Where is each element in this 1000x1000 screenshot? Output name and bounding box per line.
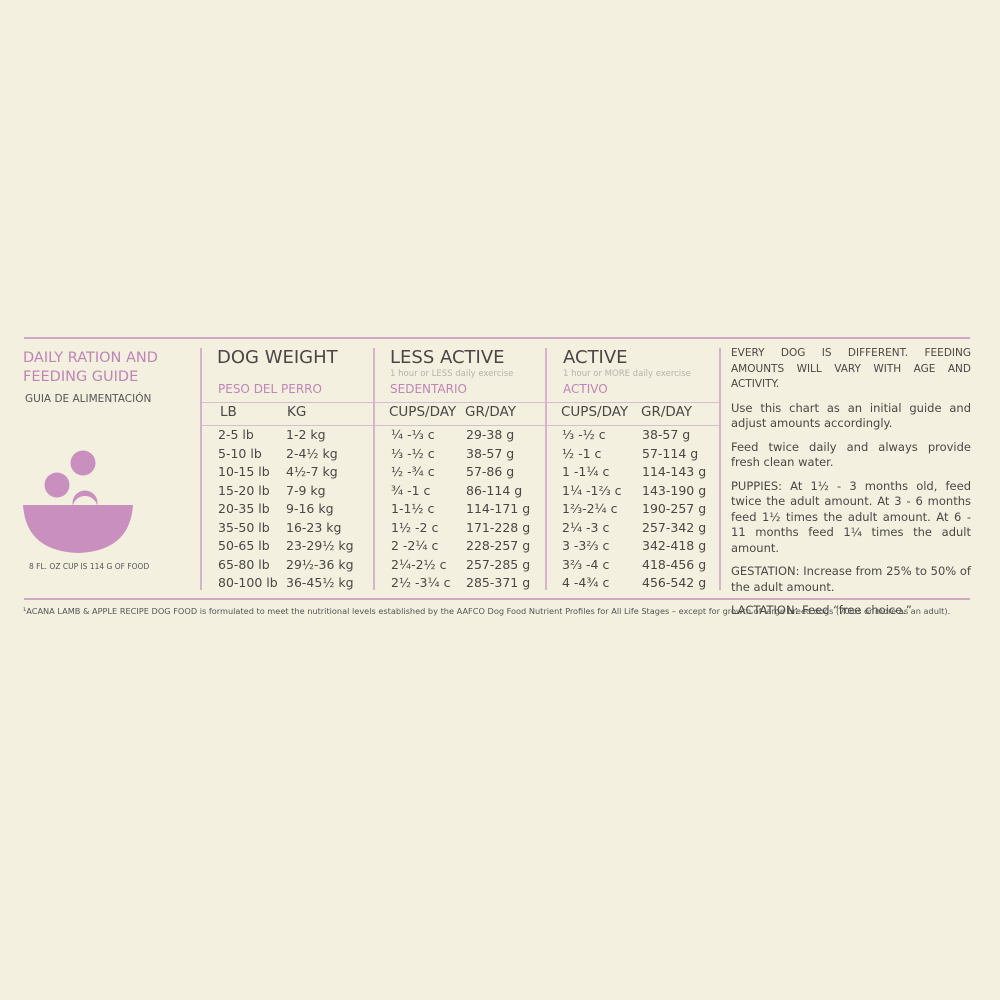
less-active-grams-cell: 29-38 g bbox=[466, 427, 515, 442]
lb-header: LB bbox=[220, 404, 237, 420]
active-grams-cell: 342-418 g bbox=[642, 538, 707, 553]
weight-lb-cell: 80-100 lb bbox=[218, 575, 278, 590]
less-active-grams-cell: 38-57 g bbox=[466, 445, 515, 461]
dog-weight-title: DOG WEIGHT bbox=[217, 347, 338, 368]
weight-kg-cell: 2-4½ kg bbox=[286, 445, 338, 461]
active-title: ACTIVE bbox=[563, 347, 628, 368]
table-row: 50-65 lb 23-29½ kg 2 -2¼ c 228-257 g 3 -… bbox=[0, 538, 1000, 557]
guide-title-line1: DAILY RATION AND bbox=[23, 350, 158, 366]
food-bowl-icon bbox=[23, 450, 133, 553]
cup-note: 8 FL. OZ CUP IS 114 G OF FOOD bbox=[29, 562, 150, 571]
less-active-title: LESS ACTIVE bbox=[390, 347, 505, 368]
header-rule-upper bbox=[202, 402, 719, 403]
notes-feed: Feed twice daily and always provide fres… bbox=[731, 439, 971, 470]
less-active-cups-cell: 2 -2¼ c bbox=[391, 538, 439, 553]
table-row: 20-35 lb 9-16 kg 1-1½ c 114-171 g 1⅔-2¼ … bbox=[0, 501, 1000, 520]
active-cups-cell: 1¼ -1⅔ c bbox=[562, 482, 622, 498]
active-cups-cell: 4 -4¾ c bbox=[562, 575, 610, 590]
less-active-grams-cell: 228-257 g bbox=[466, 538, 531, 553]
less-active-cups-cell: 1-1½ c bbox=[391, 501, 435, 516]
weight-lb-cell: 15-20 lb bbox=[218, 482, 270, 498]
less-active-cups-cell: 2½ -3¼ c bbox=[391, 575, 451, 590]
table-row: 15-20 lb 7-9 kg ¾ -1 c 86-114 g 1¼ -1⅔ c… bbox=[0, 483, 1000, 502]
weight-lb-cell: 35-50 lb bbox=[218, 519, 270, 535]
weight-kg-cell: 7-9 kg bbox=[286, 482, 326, 498]
less-active-cups-header: CUPS/DAY bbox=[389, 404, 457, 420]
less-active-cups-cell: ⅓ -½ c bbox=[391, 445, 435, 461]
notes-gestation: GESTATION: Increase from 25% to 50% of t… bbox=[731, 564, 971, 594]
weight-lb-cell: 5-10 lb bbox=[218, 445, 262, 461]
top-rule bbox=[24, 337, 970, 339]
active-cups-cell: ½ -1 c bbox=[562, 445, 602, 461]
less-active-grams-cell: 86-114 g bbox=[466, 482, 523, 498]
divider-weight bbox=[200, 348, 202, 590]
bottom-rule bbox=[24, 598, 970, 600]
feeding-notes: EVERY DOG IS DIFFERENT. FEEDING AMOUNTS … bbox=[731, 346, 971, 627]
weight-kg-cell: 9-16 kg bbox=[286, 501, 334, 516]
divider-active bbox=[545, 348, 547, 590]
weight-lb-cell: 2-5 lb bbox=[218, 427, 254, 442]
notes-lactation: LACTATION: Feed “free choice.” bbox=[731, 603, 912, 617]
weight-lb-cell: 20-35 lb bbox=[218, 501, 270, 516]
weight-lb-cell: 65-80 lb bbox=[218, 556, 270, 572]
weight-lb-cell: 10-15 lb bbox=[218, 464, 270, 479]
guide-title-line2: FEEDING GUIDE bbox=[23, 369, 139, 385]
less-active-cups-cell: 1½ -2 c bbox=[391, 519, 439, 535]
active-grams-cell: 38-57 g bbox=[642, 427, 691, 442]
less-active-grams-cell: 57-86 g bbox=[466, 464, 515, 479]
less-active-spanish: SEDENTARIO bbox=[390, 382, 467, 396]
active-cups-cell: 2¼ -3 c bbox=[562, 519, 610, 535]
active-cups-cell: 1⅔-2¼ c bbox=[562, 501, 618, 516]
weight-kg-cell: 16-23 kg bbox=[286, 519, 342, 535]
divider-notes bbox=[719, 348, 721, 590]
active-note: 1 hour or MORE daily exercise bbox=[563, 369, 691, 379]
less-active-cups-cell: ¼ -⅓ c bbox=[391, 427, 435, 442]
table-row: 10-15 lb 4½-7 kg ½ -¾ c 57-86 g 1 -1¼ c … bbox=[0, 464, 1000, 483]
weight-kg-cell: 4½-7 kg bbox=[286, 464, 338, 479]
less-active-grams-cell: 171-228 g bbox=[466, 519, 531, 535]
kg-header: KG bbox=[287, 404, 307, 420]
less-active-cups-cell: 2¼-2½ c bbox=[391, 556, 447, 572]
divider-less-active bbox=[373, 348, 375, 590]
dog-weight-spanish: PESO DEL PERRO bbox=[218, 382, 322, 396]
notes-chart: Use this chart as an initial guide and a… bbox=[731, 400, 971, 431]
less-active-grams-header: GR/DAY bbox=[465, 404, 516, 420]
notes-puppies: PUPPIES: At 1½ - 3 months old, feed twic… bbox=[731, 478, 971, 555]
weight-kg-cell: 1-2 kg bbox=[286, 427, 326, 442]
active-grams-cell: 57-114 g bbox=[642, 445, 699, 461]
active-grams-header: GR/DAY bbox=[641, 404, 692, 420]
table-row: 65-80 lb 29½-36 kg 2¼-2½ c 257-285 g 3⅔ … bbox=[0, 557, 1000, 576]
footnote: ¹ACANA LAMB & APPLE RECIPE DOG FOOD is f… bbox=[23, 606, 951, 616]
active-cups-cell: 1 -1¼ c bbox=[562, 464, 610, 479]
active-grams-cell: 456-542 g bbox=[642, 575, 707, 590]
weight-kg-cell: 29½-36 kg bbox=[286, 556, 354, 572]
guide-subtitle: GUIA DE ALIMENTACIÓN bbox=[25, 393, 152, 405]
active-grams-cell: 114-143 g bbox=[642, 464, 707, 479]
active-cups-cell: ⅓ -½ c bbox=[562, 427, 606, 442]
weight-kg-cell: 36-45½ kg bbox=[286, 575, 354, 590]
less-active-grams-cell: 257-285 g bbox=[466, 556, 531, 572]
active-grams-cell: 190-257 g bbox=[642, 501, 707, 516]
table-row: 35-50 lb 16-23 kg 1½ -2 c 171-228 g 2¼ -… bbox=[0, 520, 1000, 539]
active-spanish: ACTIVO bbox=[563, 382, 608, 396]
active-cups-cell: 3 -3⅔ c bbox=[562, 538, 610, 553]
weight-kg-cell: 23-29½ kg bbox=[286, 538, 354, 553]
active-cups-cell: 3⅔ -4 c bbox=[562, 556, 610, 572]
notes-intro: EVERY DOG IS DIFFERENT. FEEDING AMOUNTS … bbox=[731, 347, 971, 390]
table-row: 5-10 lb 2-4½ kg ⅓ -½ c 38-57 g ½ -1 c 57… bbox=[0, 446, 1000, 465]
header-rule-lower bbox=[202, 425, 719, 426]
active-cups-header: CUPS/DAY bbox=[561, 404, 629, 420]
active-grams-cell: 257-342 g bbox=[642, 519, 707, 535]
weight-lb-cell: 50-65 lb bbox=[218, 538, 270, 553]
table-row: 80-100 lb 36-45½ kg 2½ -3¼ c 285-371 g 4… bbox=[0, 575, 1000, 594]
guide-title: DAILY RATION AND FEEDING GUIDE bbox=[23, 349, 158, 387]
less-active-grams-cell: 285-371 g bbox=[466, 575, 531, 590]
table-row: 2-5 lb 1-2 kg ¼ -⅓ c 29-38 g ⅓ -½ c 38-5… bbox=[0, 427, 1000, 446]
less-active-grams-cell: 114-171 g bbox=[466, 501, 531, 516]
active-grams-cell: 418-456 g bbox=[642, 556, 707, 572]
less-active-note: 1 hour or LESS daily exercise bbox=[390, 369, 514, 379]
active-grams-cell: 143-190 g bbox=[642, 482, 707, 498]
less-active-cups-cell: ½ -¾ c bbox=[391, 464, 435, 479]
less-active-cups-cell: ¾ -1 c bbox=[391, 482, 431, 498]
